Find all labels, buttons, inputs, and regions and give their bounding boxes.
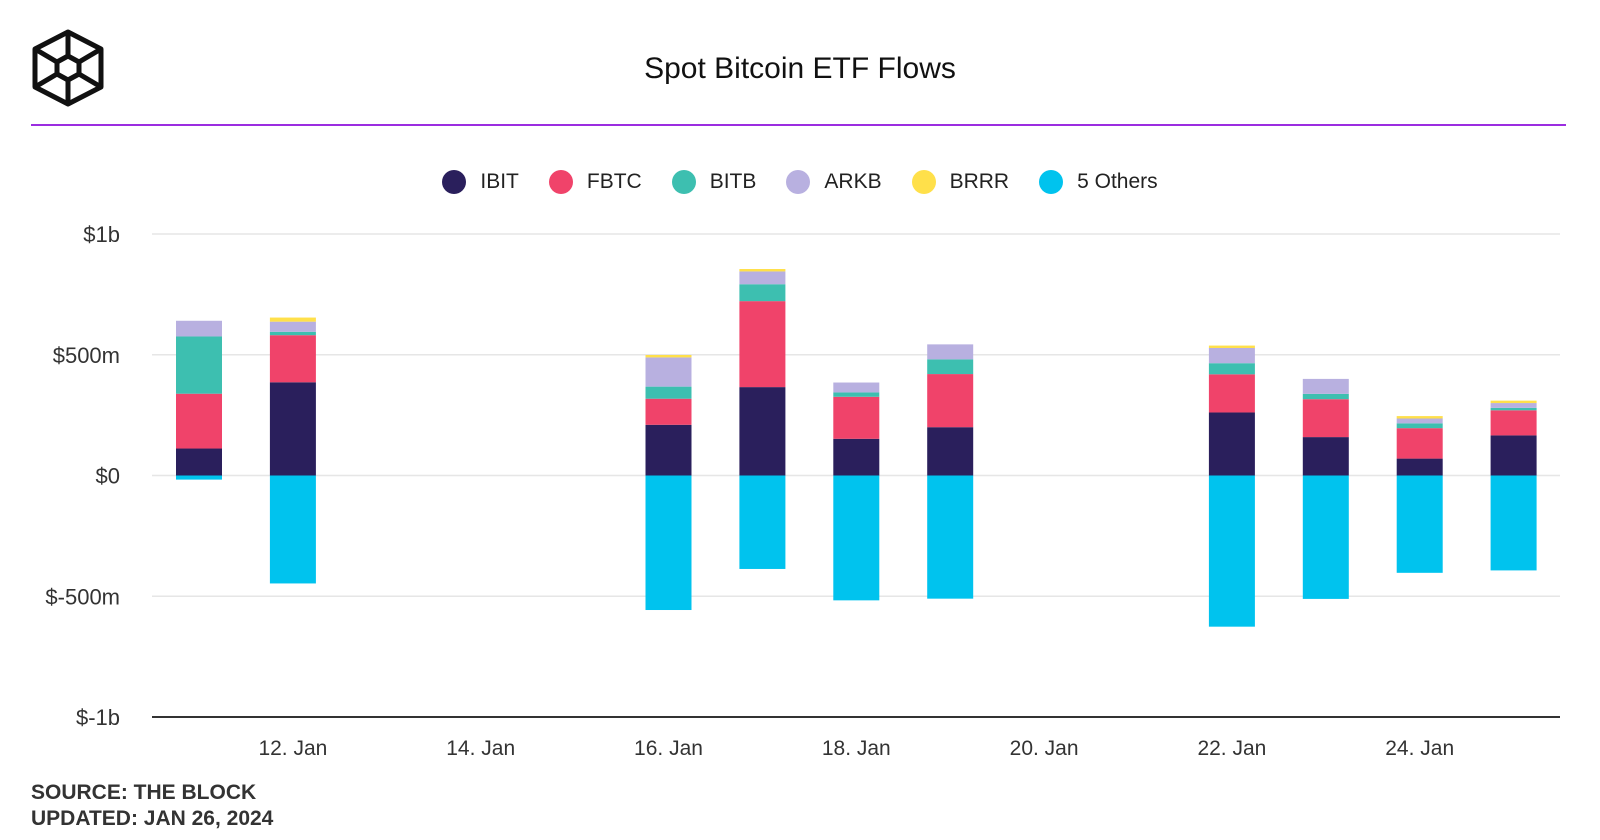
bar-segment-ibit [833,438,880,476]
bar-segment-5-others [1396,475,1443,573]
bar-segment-arkb [176,320,222,337]
source-note: SOURCE: THE BLOCK [31,781,257,804]
bar-segment-arkb [1396,418,1443,424]
legend-label: FBTC [586,170,642,193]
bar-segment-bitb [1208,363,1255,375]
legend-swatch [671,170,696,194]
bar-segment-ibit [1490,435,1537,476]
bar-segment-bitb [269,331,316,336]
legend-label: BRRR [949,170,1010,193]
updated-note: UPDATED: JAN 26, 2024 [31,807,274,830]
x-tick-label: 24. Jan [1385,737,1454,760]
bar-segment-bitb [1490,407,1537,411]
bar-segment-5-others [1490,475,1537,571]
bar-segment-5-others [833,475,880,601]
bar-segment-5-others [1302,475,1349,599]
bar-segment-arkb [927,344,974,360]
y-tick-label: $-1b [76,705,120,730]
bar-segment-fbtc [176,393,222,449]
chart-title: Spot Bitcoin ETF Flows [644,52,956,85]
bar-segment-bitb [176,336,222,394]
bar-segment-5-others [645,475,692,611]
bar-segment-fbtc [739,301,786,388]
bar-segment-fbtc [1208,374,1255,413]
bar-segment-bitb [739,284,786,302]
bar-segment-brrr [269,317,316,322]
bar-segment-ibit [269,382,316,476]
bar-segment-ibit [1302,437,1349,476]
bar-segment-arkb [269,321,316,332]
bar-segment-arkb [1302,378,1349,394]
legend-label: BITB [709,170,757,193]
bar-segment-5-others [1208,475,1255,627]
legend-item[interactable]: ARKB [786,170,882,194]
legend-item[interactable]: BITB [671,170,757,194]
bar-segment-ibit [927,427,974,476]
bar-segment-5-others [927,475,974,599]
bar-segment-arkb [833,382,880,393]
legend-label: IBIT [480,170,519,193]
bar-segment-bitb [1396,423,1443,429]
bar-segment-brrr [645,354,692,358]
legend-item[interactable]: IBIT [442,170,519,194]
bar-segment-arkb [739,271,786,285]
bar-segment-arkb [1490,403,1537,408]
bar-segment-5-others [176,475,222,480]
bar-segment-fbtc [269,335,316,383]
legend-swatch [442,170,467,194]
legend-swatch [1039,170,1064,194]
header-divider [31,124,1566,126]
bar-segment-fbtc [833,396,880,439]
legend-swatch [548,170,573,194]
bar-segment-bitb [833,392,880,397]
bar-segment-fbtc [927,374,974,428]
bar-segment-fbtc [1396,428,1443,459]
bar-segment-arkb [645,357,692,387]
legend-swatch [911,170,936,194]
legend-item[interactable]: BRRR [911,170,1010,194]
legend-item[interactable]: FBTC [548,170,642,194]
bar-segment-bitb [1302,393,1349,400]
bar-segment-fbtc [645,398,692,425]
bar-segment-brrr [1490,400,1537,404]
y-tick-label: $1b [83,222,120,247]
the-block-logo-icon [32,29,104,107]
bar-segment-bitb [645,386,692,399]
chart-footer: SOURCE: THE BLOCK UPDATED: JAN 26, 2024 [31,780,273,832]
x-tick-label: 14. Jan [446,737,515,760]
x-tick-label: 20. Jan [1010,737,1079,760]
bar-segment-ibit [739,387,786,476]
legend-label: 5 Others [1077,170,1158,193]
bar-segment-bitb [927,359,974,375]
bar-segment-fbtc [1490,410,1537,436]
bar-segment-5-others [739,475,786,569]
x-tick-label: 12. Jan [258,737,327,760]
x-tick-label: 16. Jan [634,737,703,760]
bar-segment-5-others [269,475,316,584]
bar-segment-ibit [1208,412,1255,476]
legend-item[interactable]: 5 Others [1039,170,1158,194]
chart-legend: IBIT FBTC BITB ARKB BRRR 5 Others [0,170,1600,194]
bar-segment-ibit [645,424,692,476]
bar-segment-brrr [1396,416,1443,419]
bar-segment-arkb [1208,347,1255,364]
bar-segment-brrr [1208,345,1255,348]
legend-label: ARKB [824,170,882,193]
bar-segment-brrr [739,269,786,272]
x-tick-label: 18. Jan [822,737,891,760]
y-tick-label: $-500m [45,584,120,609]
bar-segment-ibit [1396,458,1443,476]
bar-segment-ibit [176,448,222,476]
x-tick-label: 22. Jan [1197,737,1266,760]
y-tick-label: $0 [96,464,120,489]
bar-segment-fbtc [1302,399,1349,438]
legend-swatch [786,170,811,194]
y-tick-label: $500m [53,343,120,368]
